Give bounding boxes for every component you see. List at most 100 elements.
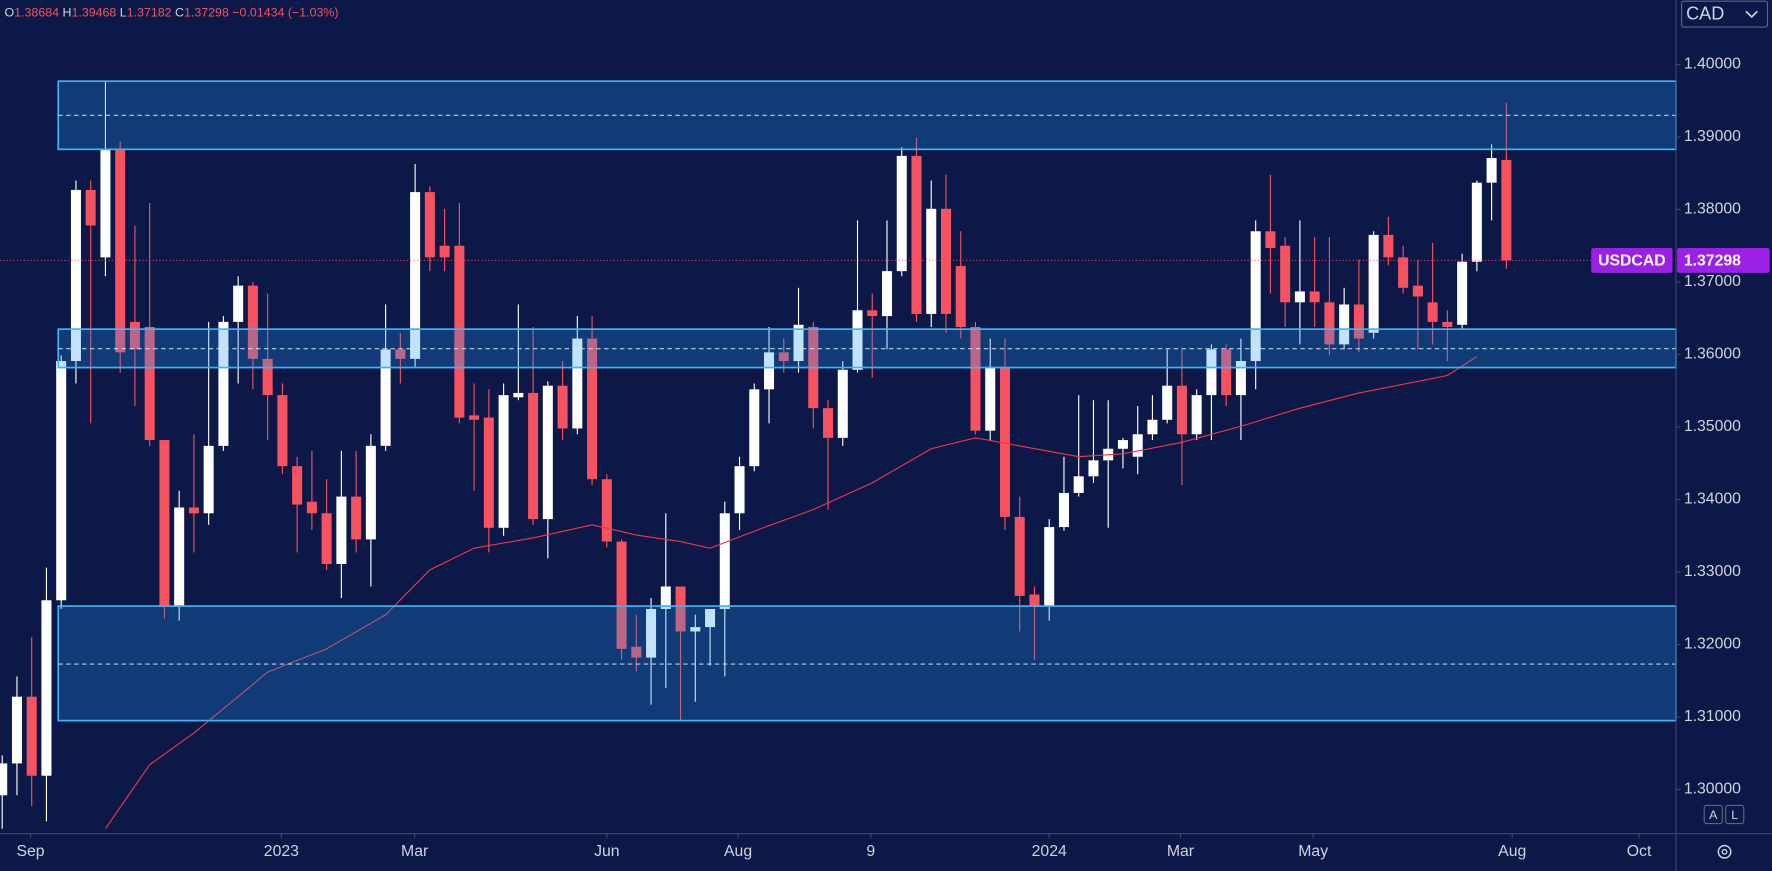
currency-selector[interactable]: CAD [1681,0,1769,28]
ohlc-key: O [5,6,15,20]
candle-body [262,358,273,396]
y-tick-label: 1.37000 [1684,273,1741,290]
candle-body [1427,302,1438,322]
candle-body [1324,302,1335,345]
candle-body [778,352,789,362]
candle-body [203,445,214,514]
candle-body [1309,291,1320,303]
button-frame[interactable] [1725,804,1745,825]
ohlc-header: O1.38684 H1.39468 L1.37182 C1.37298 −0.0… [5,6,339,20]
candle-body [940,208,952,314]
candle-body [321,513,332,565]
candle-body [41,600,52,776]
x-tick-label: 2023 [264,843,299,860]
price-badge [1677,247,1770,273]
x-tick-label: Jun [594,843,619,860]
gear-inner[interactable] [1721,848,1728,855]
scale-button[interactable]: L [1731,808,1738,822]
candle-body [601,479,612,542]
candle-body [85,189,96,226]
x-tick-label: May [1298,843,1328,860]
candle-body [1265,231,1276,248]
candle-body [557,385,568,429]
x-tick-label: 9 [866,843,875,860]
x-tick-label: Oct [1627,843,1652,860]
button-frame[interactable] [1703,804,1723,825]
candle-body [395,349,406,359]
ohlc-key: H [62,6,71,20]
currency-box[interactable] [1681,0,1769,28]
candle-body [528,392,539,520]
candle-body [690,627,701,632]
candle-body [1014,516,1025,596]
candle-body [852,310,863,370]
candle-body [144,326,155,441]
candle-body [1162,385,1173,420]
candle-body [439,245,450,258]
y-tick-label: 1.39000 [1684,128,1741,145]
candle-body [1457,261,1468,325]
change-percent: (−1.03%) [288,6,339,20]
candle-body [631,646,642,658]
moving-average [104,356,1478,829]
candle-body [881,271,893,317]
y-tick-label: 1.38000 [1684,201,1741,218]
candle-body [351,496,362,540]
candle-body [675,586,686,632]
candle-body [11,696,22,764]
symbol-badge [1591,247,1673,273]
settings-icon[interactable] [1717,844,1732,859]
change: −0.01434 [232,6,284,20]
y-tick-label: 1.34000 [1684,491,1741,508]
candle-body [1088,460,1099,477]
candle-body [1206,349,1217,396]
candle-body [749,389,760,467]
candle-body [542,385,553,520]
candle-body [1235,361,1246,396]
y-tick-label: 1.31000 [1684,708,1741,725]
candle-body [660,586,671,609]
x-tick-label: 2024 [1032,843,1067,860]
candle-body [1442,321,1453,327]
x-tick-label: Aug [1498,843,1526,860]
symbol-label: USDCAD [1598,253,1666,270]
y-tick-label: 1.40000 [1684,56,1741,73]
candle-body [970,326,981,431]
candle-body [159,440,170,607]
candle-body [1147,419,1158,435]
x-tick-label: Sep [16,843,44,860]
scale-button[interactable]: A [1709,808,1718,822]
ohlc-value: 1.37182 [127,6,172,20]
ohlc-key: L [120,6,127,20]
candle-body [1191,395,1202,435]
x-tick-label: Mar [1167,843,1194,860]
gear-outer[interactable] [1717,844,1732,859]
candle-body [734,466,745,514]
candle-body [616,541,627,649]
candle-body [985,366,996,431]
candle-body [764,352,775,390]
candle-body [1250,231,1261,362]
y-tick-label: 1.35000 [1684,418,1741,435]
x-tick-label: Mar [401,843,428,860]
plot-area [0,80,1677,829]
candle-body [999,366,1010,517]
dropdown-arrow[interactable] [1745,10,1758,19]
ohlc-value: 1.37298 [184,6,229,20]
candle-body [454,245,465,418]
candle-body [1398,257,1409,288]
candle-body [410,192,421,359]
candle-body [1221,349,1232,396]
candle-body [424,192,435,258]
candle-body [1176,385,1187,435]
candle-body [1294,291,1305,303]
candle-body [1501,159,1512,261]
candle-body [1471,182,1482,262]
candle-body [1058,492,1069,528]
candle-body [1073,476,1084,493]
candle-body [1339,304,1350,345]
currency-label[interactable]: CAD [1686,3,1724,23]
candle-body [380,349,391,446]
